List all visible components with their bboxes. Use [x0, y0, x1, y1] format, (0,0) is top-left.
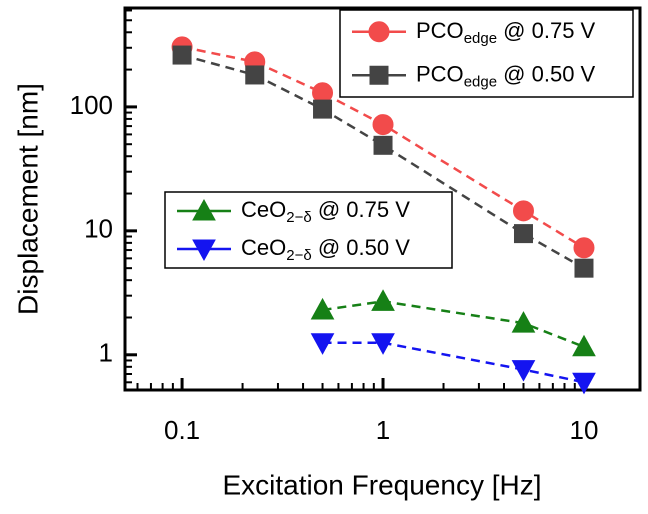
plot-frame — [123, 6, 642, 392]
marker — [511, 360, 536, 382]
x-tick-label: 10 — [570, 415, 599, 445]
marker — [313, 99, 333, 119]
marker — [574, 258, 594, 278]
marker — [372, 114, 394, 136]
series-line — [181, 53, 585, 270]
marker — [192, 198, 216, 221]
marker — [512, 200, 534, 222]
series-line — [322, 300, 585, 348]
y-tick-label: 100 — [70, 90, 113, 120]
x-tick-label: 0.1 — [164, 415, 200, 445]
marker — [572, 334, 596, 357]
marker — [513, 224, 533, 244]
marker — [573, 237, 595, 259]
series-line — [322, 341, 585, 384]
marker — [373, 135, 393, 155]
y-tick-label: 1 — [99, 338, 113, 368]
series-line — [181, 45, 585, 249]
marker — [172, 45, 192, 65]
marker — [572, 372, 596, 395]
legend-label: PCOedge @ 0.75 V — [416, 18, 596, 47]
marker — [245, 65, 265, 85]
y-tick-label: 10 — [84, 214, 113, 244]
legend-box — [339, 9, 634, 98]
marker — [368, 21, 390, 43]
x-axis-label: Excitation Frequency [Hz] — [222, 469, 541, 500]
y-axis-label: Displacement [nm] — [12, 83, 43, 315]
marker — [192, 239, 216, 262]
marker — [371, 289, 395, 311]
marker — [310, 297, 335, 320]
legend-label: CeO2−δ @ 0.75 V — [241, 197, 410, 226]
marker — [371, 333, 395, 355]
marker — [369, 65, 389, 85]
marker — [310, 333, 335, 355]
legend-label: CeO2−δ @ 0.50 V — [241, 235, 410, 264]
x-tick-label: 1 — [376, 415, 390, 445]
legend-label: PCOedge @ 0.50 V — [416, 61, 596, 90]
legend-box — [164, 191, 453, 269]
marker — [511, 311, 536, 333]
